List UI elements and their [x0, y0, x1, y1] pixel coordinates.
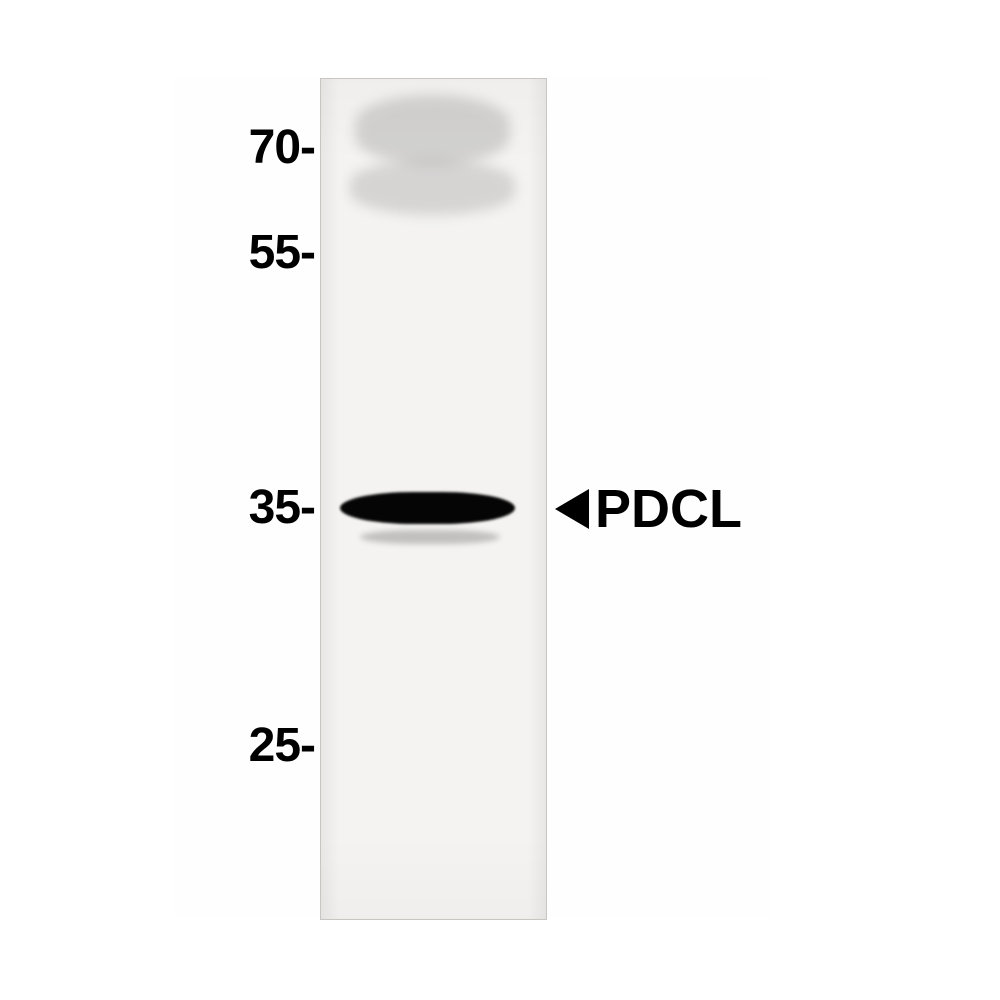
- pointer-triangle-icon: [555, 489, 589, 529]
- western-blot-figure: 70- 55- 35- 25- PDCL: [0, 0, 1000, 1000]
- smear: [350, 160, 515, 215]
- smear: [355, 95, 510, 165]
- mw-marker-label: 25-: [0, 718, 315, 773]
- mw-marker-label: 55-: [0, 225, 315, 280]
- mw-marker-label: 70-: [0, 120, 315, 175]
- band: [340, 492, 515, 524]
- protein-label: PDCL: [555, 478, 742, 540]
- mw-marker-label: 35-: [0, 480, 315, 535]
- band: [360, 530, 500, 544]
- protein-label-text: PDCL: [595, 478, 742, 540]
